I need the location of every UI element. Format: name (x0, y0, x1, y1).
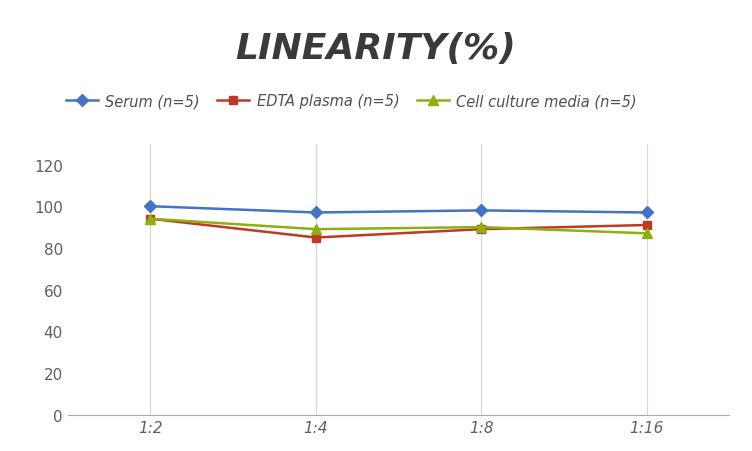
Text: LINEARITY(%): LINEARITY(%) (235, 32, 517, 65)
Line: Serum (n=5): Serum (n=5) (146, 202, 651, 217)
Cell culture media (n=5) (642, 231, 651, 236)
Line: EDTA plasma (n=5): EDTA plasma (n=5) (146, 215, 651, 242)
EDTA plasma (n=5) (146, 216, 155, 222)
Serum (n=5) (146, 204, 155, 209)
Serum (n=5) (311, 210, 320, 216)
Line: Cell culture media (n=5): Cell culture media (n=5) (146, 214, 651, 239)
Serum (n=5) (477, 208, 486, 214)
Cell culture media (n=5) (146, 216, 155, 222)
EDTA plasma (n=5) (311, 235, 320, 241)
Cell culture media (n=5) (477, 225, 486, 230)
Legend: Serum (n=5), EDTA plasma (n=5), Cell culture media (n=5): Serum (n=5), EDTA plasma (n=5), Cell cul… (60, 88, 643, 115)
Serum (n=5) (642, 210, 651, 216)
EDTA plasma (n=5) (477, 227, 486, 232)
EDTA plasma (n=5) (642, 223, 651, 228)
Cell culture media (n=5) (311, 227, 320, 232)
